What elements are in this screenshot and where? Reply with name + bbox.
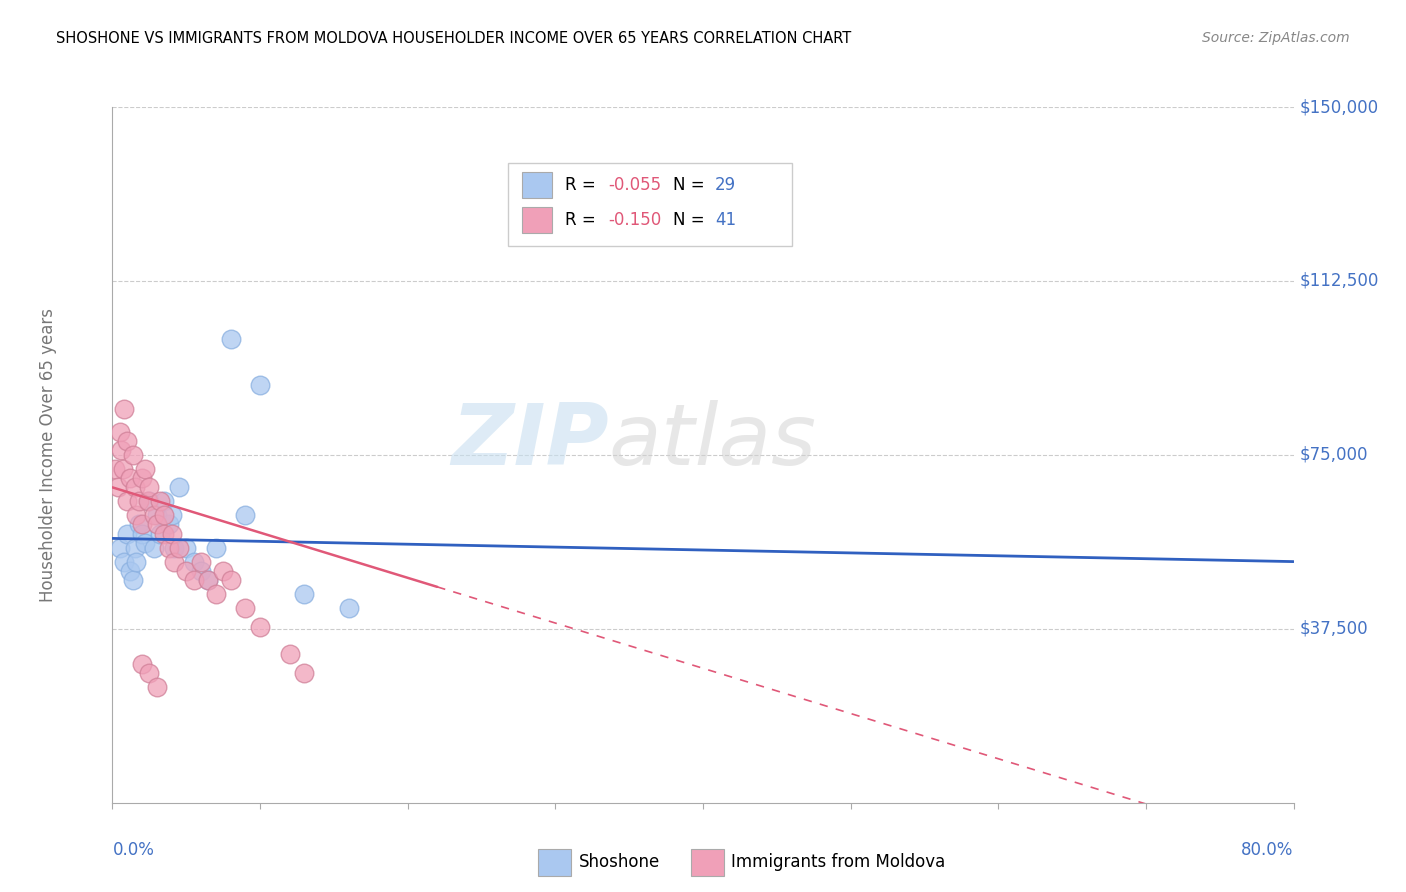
Point [153,526,176,541]
Point [128,517,150,532]
Point [249,619,271,633]
Bar [522,207,551,233]
Text: Householder Income Over 65 years: Householder Income Over 65 years [38,308,56,602]
Text: ZIP: ZIP [451,400,609,483]
Point [107,480,129,494]
Bar [522,172,551,198]
Point [149,494,172,508]
Point [131,526,153,541]
Point [128,494,150,508]
Point [167,541,190,555]
Point [219,573,242,587]
Point [153,508,176,523]
Text: Immigrants from Moldova: Immigrants from Moldova [731,853,946,871]
Point [131,657,153,671]
Point [157,517,180,532]
Bar [537,849,571,876]
Point [167,480,190,494]
Point [134,462,156,476]
Text: N =: N = [673,211,710,228]
Point [131,471,153,485]
Point [160,508,183,523]
Text: SHOSHONE VS IMMIGRANTS FROM MOLDOVA HOUSEHOLDER INCOME OVER 65 YEARS CORRELATION: SHOSHONE VS IMMIGRANTS FROM MOLDOVA HOUS… [56,31,852,46]
Text: $37,500: $37,500 [1299,620,1368,638]
Point [136,494,159,508]
Point [174,541,197,555]
Text: 41: 41 [714,211,735,228]
Point [142,541,165,555]
Point [219,332,242,346]
Point [125,555,148,569]
Point [134,536,156,550]
Point [183,555,205,569]
Point [117,434,138,448]
Point [278,648,301,662]
Text: Source: ZipAtlas.com: Source: ZipAtlas.com [1202,31,1350,45]
Text: $112,500: $112,500 [1299,272,1379,290]
Point [120,471,142,485]
Text: 80.0%: 80.0% [1241,841,1294,859]
Point [337,601,360,615]
Point [205,587,228,601]
Point [157,541,180,555]
Point [120,564,142,578]
Point [122,448,145,462]
Point [292,665,315,680]
Bar [692,849,724,876]
Point [111,462,134,476]
Point [125,508,148,523]
Point [163,541,186,555]
Point [142,508,165,523]
Text: R =: R = [565,176,600,194]
Point [149,526,172,541]
Point [108,425,131,439]
Point [197,573,219,587]
Text: 29: 29 [714,176,735,194]
Point [190,564,212,578]
Point [117,494,138,508]
Point [112,555,135,569]
Point [160,526,183,541]
Point [205,541,228,555]
Text: N =: N = [673,176,710,194]
Text: $75,000: $75,000 [1299,446,1368,464]
Point [146,517,169,532]
Point [163,555,186,569]
Point [131,517,153,532]
Point [197,573,219,587]
Text: -0.055: -0.055 [609,176,662,194]
FancyBboxPatch shape [508,162,792,246]
Point [122,573,145,587]
Point [233,601,256,615]
Point [110,443,132,458]
Point [174,564,197,578]
Point [233,508,256,523]
Text: -0.150: -0.150 [609,211,662,228]
Point [153,494,176,508]
Text: $150,000: $150,000 [1299,98,1378,116]
Point [146,508,169,523]
Point [124,541,146,555]
Point [249,378,271,392]
Point [108,541,131,555]
Text: Shoshone: Shoshone [579,853,661,871]
Point [183,573,205,587]
Point [138,480,160,494]
Text: atlas: atlas [609,400,817,483]
Point [138,494,160,508]
Text: R =: R = [565,211,600,228]
Point [112,401,135,416]
Point [117,526,138,541]
Point [104,462,127,476]
Point [138,665,160,680]
Text: 0.0%: 0.0% [112,841,155,859]
Point [292,587,315,601]
Point [190,555,212,569]
Point [124,480,146,494]
Point [146,680,169,694]
Point [212,564,235,578]
